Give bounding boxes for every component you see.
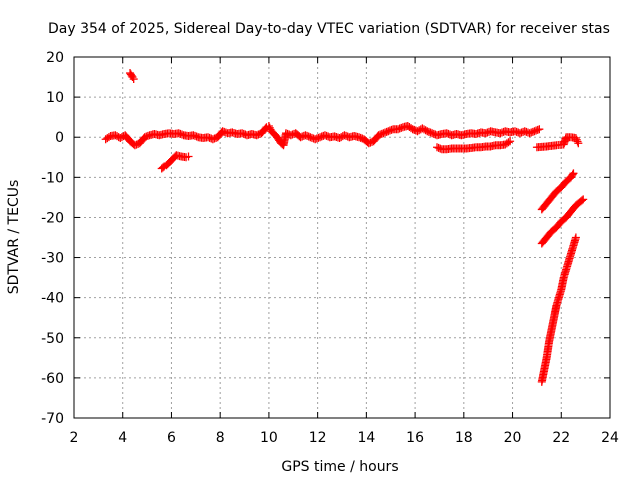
data-point bbox=[573, 137, 582, 146]
data-point bbox=[574, 139, 583, 148]
series-late-arc-a bbox=[537, 169, 578, 214]
data-point bbox=[568, 170, 577, 179]
x-tick-label: 10 bbox=[260, 430, 278, 446]
x-tick-label: 16 bbox=[406, 430, 424, 446]
y-tick-label: -70 bbox=[41, 411, 64, 427]
data-point bbox=[264, 121, 273, 130]
y-tick-label: -10 bbox=[41, 170, 64, 186]
data-point bbox=[129, 75, 138, 84]
data-point bbox=[577, 196, 586, 205]
data-point bbox=[128, 73, 137, 82]
data-point bbox=[506, 137, 515, 146]
data-point bbox=[571, 134, 580, 143]
data-point bbox=[533, 125, 542, 134]
x-tick-label: 6 bbox=[167, 430, 176, 446]
y-tick-label: 10 bbox=[46, 90, 64, 106]
x-tick-label: 18 bbox=[455, 430, 473, 446]
series-late-flat bbox=[532, 133, 583, 152]
data-point bbox=[572, 135, 581, 144]
x-tick-label: 12 bbox=[309, 430, 327, 446]
data-point bbox=[571, 233, 580, 242]
series-late-arc-b bbox=[537, 195, 588, 248]
x-tick-label: 14 bbox=[357, 430, 375, 446]
y-tick-label: -60 bbox=[41, 371, 64, 387]
data-point bbox=[569, 169, 578, 178]
data-point bbox=[535, 125, 544, 134]
gridlines bbox=[74, 57, 610, 418]
data-point bbox=[504, 138, 513, 147]
x-tick-label: 8 bbox=[216, 430, 225, 446]
chart-title: Day 354 of 2025, Sidereal Day-to-day VTE… bbox=[48, 21, 610, 37]
y-tick-label: 20 bbox=[46, 50, 64, 66]
y-axis-label: SDTVAR / TECUs bbox=[6, 180, 22, 295]
y-tick-label: 0 bbox=[55, 130, 64, 146]
y-tick-label: -20 bbox=[41, 210, 64, 226]
y-tick-label: -30 bbox=[41, 251, 64, 267]
y-tick-label: -50 bbox=[41, 331, 64, 347]
axis-ticks: 2 4 6 8 10 12 14 16 18 20 22 2420100-10-20-30-40-50… bbox=[41, 50, 619, 446]
x-tick-label: 4 bbox=[118, 430, 127, 446]
x-tick-label: 24 bbox=[601, 430, 619, 446]
series-late-arc-c bbox=[537, 233, 580, 386]
data-point bbox=[579, 195, 588, 204]
x-axis-label: GPS time / hours bbox=[281, 459, 398, 475]
x-tick-label: 2 bbox=[70, 430, 79, 446]
series-lower-band bbox=[433, 137, 515, 154]
x-tick-label: 20 bbox=[504, 430, 522, 446]
x-tick-label: 22 bbox=[552, 430, 570, 446]
data-point bbox=[265, 123, 274, 132]
data-point bbox=[184, 152, 193, 161]
y-tick-label: -40 bbox=[41, 291, 64, 307]
series-main-band bbox=[101, 121, 544, 150]
series-early-short-arcs bbox=[126, 69, 193, 173]
data-series bbox=[101, 69, 588, 386]
plot-frame bbox=[73, 56, 611, 419]
